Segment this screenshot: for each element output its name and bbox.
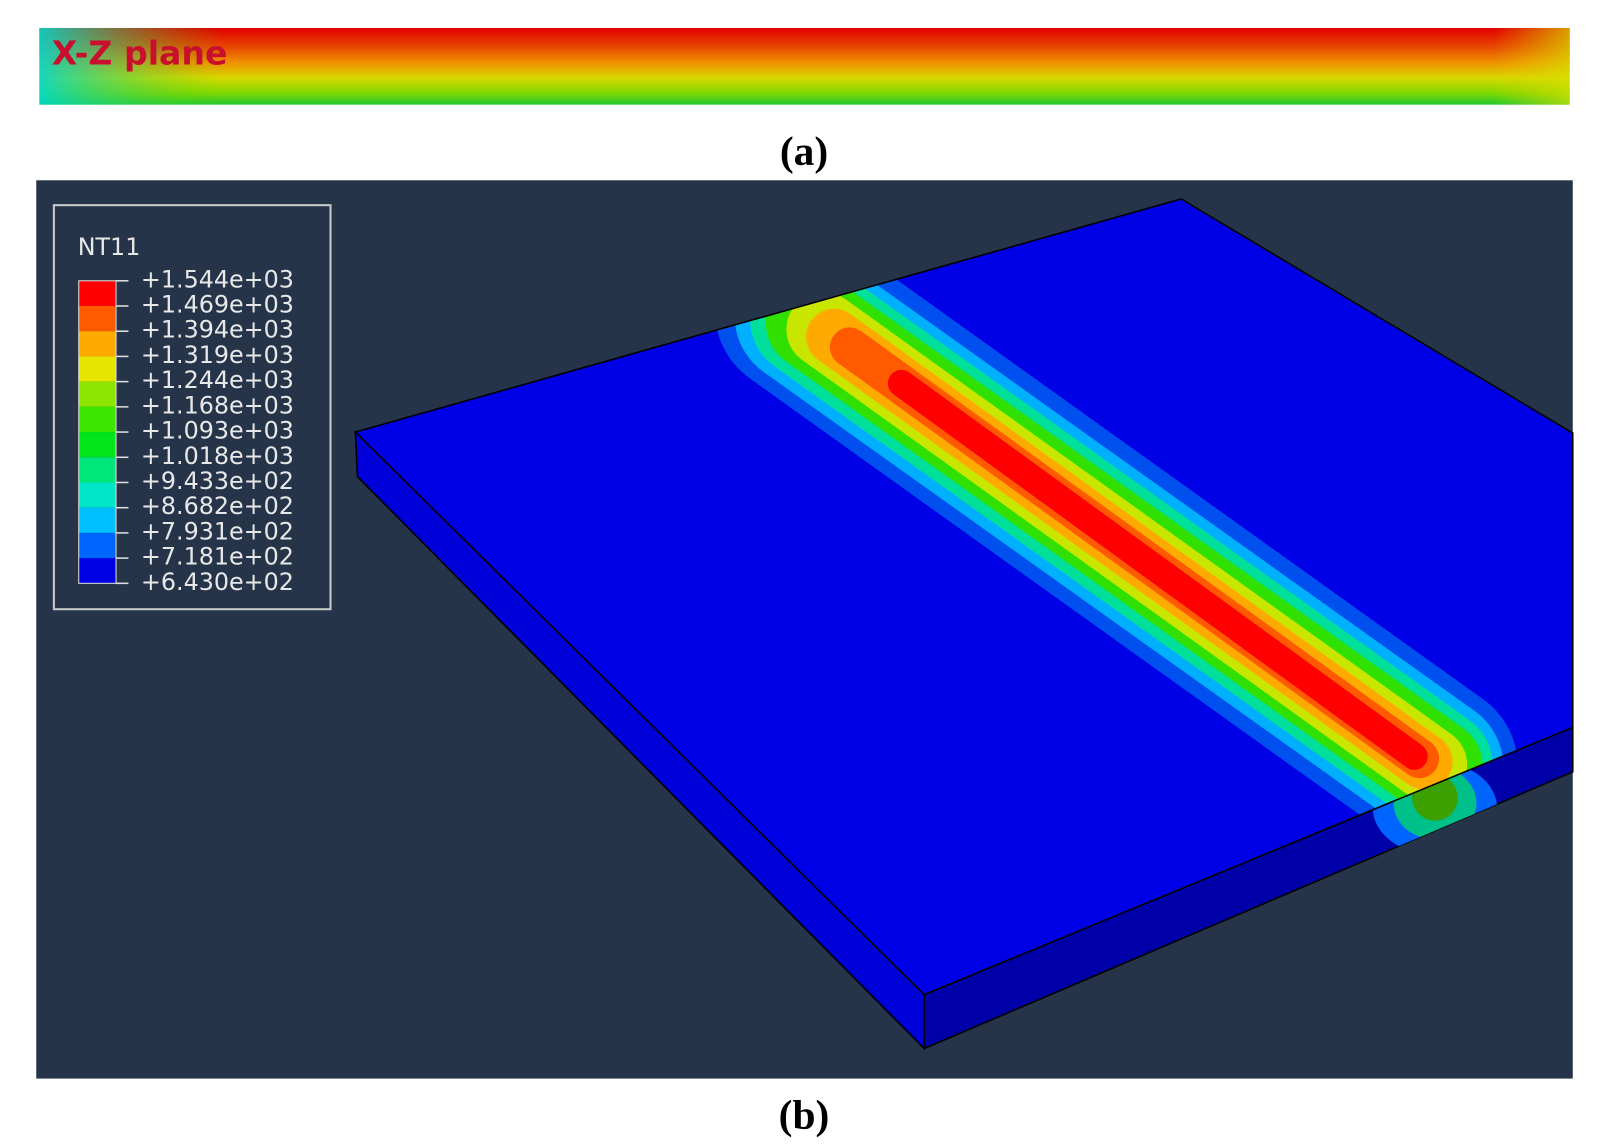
- legend-swatch: [78, 331, 117, 357]
- legend-label: +1.469e+03: [141, 291, 294, 319]
- legend-box: [52, 204, 332, 611]
- legend-label: +8.682e+02: [141, 492, 294, 520]
- legend-swatch: [78, 507, 117, 533]
- xz-contour-edge: [39, 27, 1570, 105]
- legend-label: +1.018e+03: [141, 442, 294, 470]
- panel-a-title: X-Z plane: [52, 33, 228, 72]
- legend-label: +1.093e+03: [141, 417, 294, 445]
- legend-swatch: [78, 482, 117, 508]
- legend-label: +7.931e+02: [141, 517, 294, 545]
- legend-title: NT11: [78, 233, 141, 261]
- legend-swatch: [78, 532, 117, 559]
- legend-swatch: [78, 306, 117, 332]
- legend-swatch: [78, 558, 117, 584]
- weld-bead: [714, 227, 1518, 850]
- plate-top: [355, 198, 1573, 995]
- caption-b: (b): [779, 1091, 830, 1138]
- legend-swatch: [78, 280, 117, 306]
- legend-label: +1.394e+03: [141, 316, 294, 344]
- legend-swatch: [78, 406, 117, 433]
- legend-swatch: [78, 356, 117, 382]
- legend-label: +9.433e+02: [141, 467, 294, 495]
- legend-label: +1.544e+03: [141, 265, 294, 293]
- plate-outline: [353, 198, 1574, 996]
- legend-label: +6.430e+02: [141, 568, 294, 596]
- legend-swatch: [78, 432, 117, 458]
- legend-label: +1.168e+03: [141, 391, 294, 419]
- caption-a: (a): [780, 128, 828, 175]
- legend-label: +1.319e+03: [141, 341, 294, 369]
- legend-label: +1.244e+03: [141, 366, 294, 394]
- legend-label: +7.181e+02: [141, 543, 294, 571]
- legend: +1.544e+03+1.469e+03+1.394e+03+1.319e+03…: [78, 265, 294, 596]
- legend-swatch: [78, 381, 117, 407]
- legend-swatch: [78, 457, 117, 483]
